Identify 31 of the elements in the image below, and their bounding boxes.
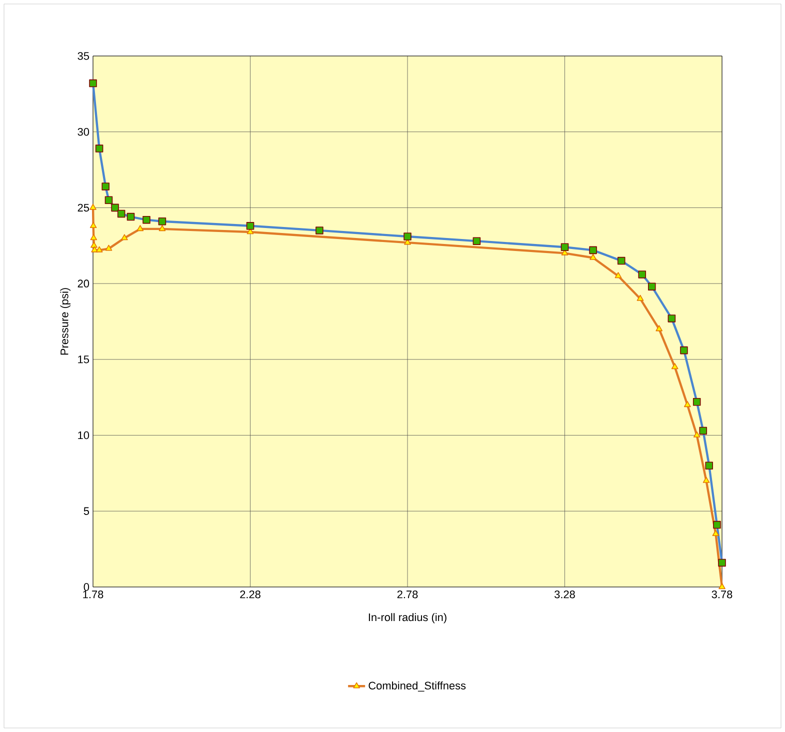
point (702, 476, 710, 483)
y-tick-label: 5 (84, 507, 90, 515)
y-tick-label: 10 (78, 431, 90, 440)
y-tick-label: 0 (84, 583, 90, 591)
point (693, 431, 700, 438)
x-tick-label: 3.28 (554, 590, 575, 598)
point (718, 583, 726, 590)
y-tick-label: 20 (78, 280, 90, 288)
x-tick-label: 2.28 (240, 590, 260, 598)
point (105, 244, 112, 251)
y-tick-label: 35 (78, 52, 90, 60)
y-tick-label: 25 (78, 204, 90, 212)
y-tick-label: 15 (78, 356, 90, 364)
point (656, 325, 663, 332)
point (671, 363, 678, 370)
point (136, 225, 144, 232)
point (614, 272, 622, 278)
point (684, 401, 691, 408)
point (96, 246, 103, 252)
point (590, 254, 596, 260)
y-axis-title: Pressure (psi) (60, 288, 70, 355)
point (121, 234, 128, 240)
x-tick-label: 2.78 (397, 590, 418, 598)
x-axis-title: In-roll radius (in) (368, 613, 446, 624)
point (636, 294, 644, 301)
legend-label: Combined_Stiffness (368, 681, 466, 692)
x-tick-label: 3.78 (712, 590, 732, 598)
point (712, 530, 720, 536)
y-tick-label: 30 (78, 128, 90, 136)
point (158, 225, 166, 232)
x-tick-label: 1.78 (83, 590, 104, 598)
